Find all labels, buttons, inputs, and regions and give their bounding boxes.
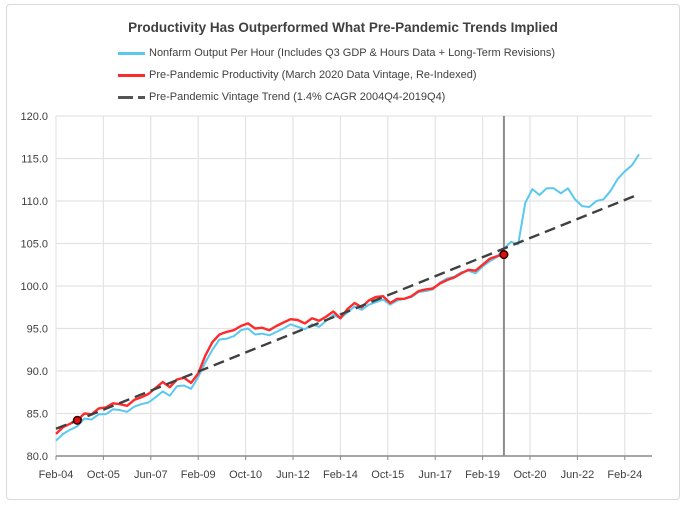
legend-item-output: Nonfarm Output Per Hour (Includes Q3 GDP… [118, 42, 555, 64]
x-tick-label: Jun-07 [134, 469, 168, 481]
x-tick-label: Oct-15 [371, 469, 404, 481]
legend-item-prepandemic: Pre-Pandemic Productivity (March 2020 Da… [118, 64, 555, 86]
x-tick-label: Feb-24 [607, 469, 642, 481]
data-point-marker [72, 415, 82, 425]
y-tick-label: 120.0 [20, 111, 48, 123]
legend-label: Nonfarm Output Per Hour (Includes Q3 GDP… [149, 47, 556, 59]
chart-title: Productivity Has Outperformed What Pre-P… [128, 20, 558, 35]
x-tick-label: Oct-05 [87, 469, 120, 481]
y-tick-label: 95.0 [27, 324, 48, 336]
legend-swatch-dashed [118, 95, 145, 99]
series-line-output-per-hour [55, 153, 640, 442]
series-line-trend [55, 193, 640, 430]
x-tick-label: Jun-17 [418, 469, 452, 481]
y-tick-label: 110.0 [21, 196, 48, 208]
legend-swatch-blue [118, 51, 145, 55]
legend-label: Pre-Pandemic Vintage Trend (1.4% CAGR 20… [149, 91, 446, 103]
y-tick-label: 105.0 [20, 239, 48, 251]
x-tick-label: Feb-19 [465, 469, 500, 481]
y-tick-label: 80.0 [27, 451, 48, 463]
y-tick-label: 100.0 [20, 281, 48, 293]
y-tick-label: 85.0 [27, 409, 48, 421]
x-tick-label: Oct-20 [513, 469, 546, 481]
legend-item-trend: Pre-Pandemic Vintage Trend (1.4% CAGR 20… [118, 86, 555, 108]
legend-swatch-red [118, 73, 145, 77]
y-tick-label: 115.0 [21, 154, 48, 166]
chart-frame [6, 4, 680, 500]
x-tick-label: Jun-12 [276, 469, 310, 481]
series-line-prepandemic-productivity [55, 253, 505, 435]
x-tick-label: Jun-22 [561, 469, 595, 481]
x-tick-label: Oct-10 [229, 469, 262, 481]
x-tick-label: Feb-09 [181, 469, 216, 481]
x-tick-label: Feb-04 [39, 469, 74, 481]
legend: Nonfarm Output Per Hour (Includes Q3 GDP… [118, 42, 555, 108]
legend-label: Pre-Pandemic Productivity (March 2020 Da… [149, 69, 477, 81]
y-tick-label: 90.0 [27, 366, 48, 378]
x-tick-label: Feb-14 [323, 469, 358, 481]
data-point-marker [499, 250, 509, 260]
